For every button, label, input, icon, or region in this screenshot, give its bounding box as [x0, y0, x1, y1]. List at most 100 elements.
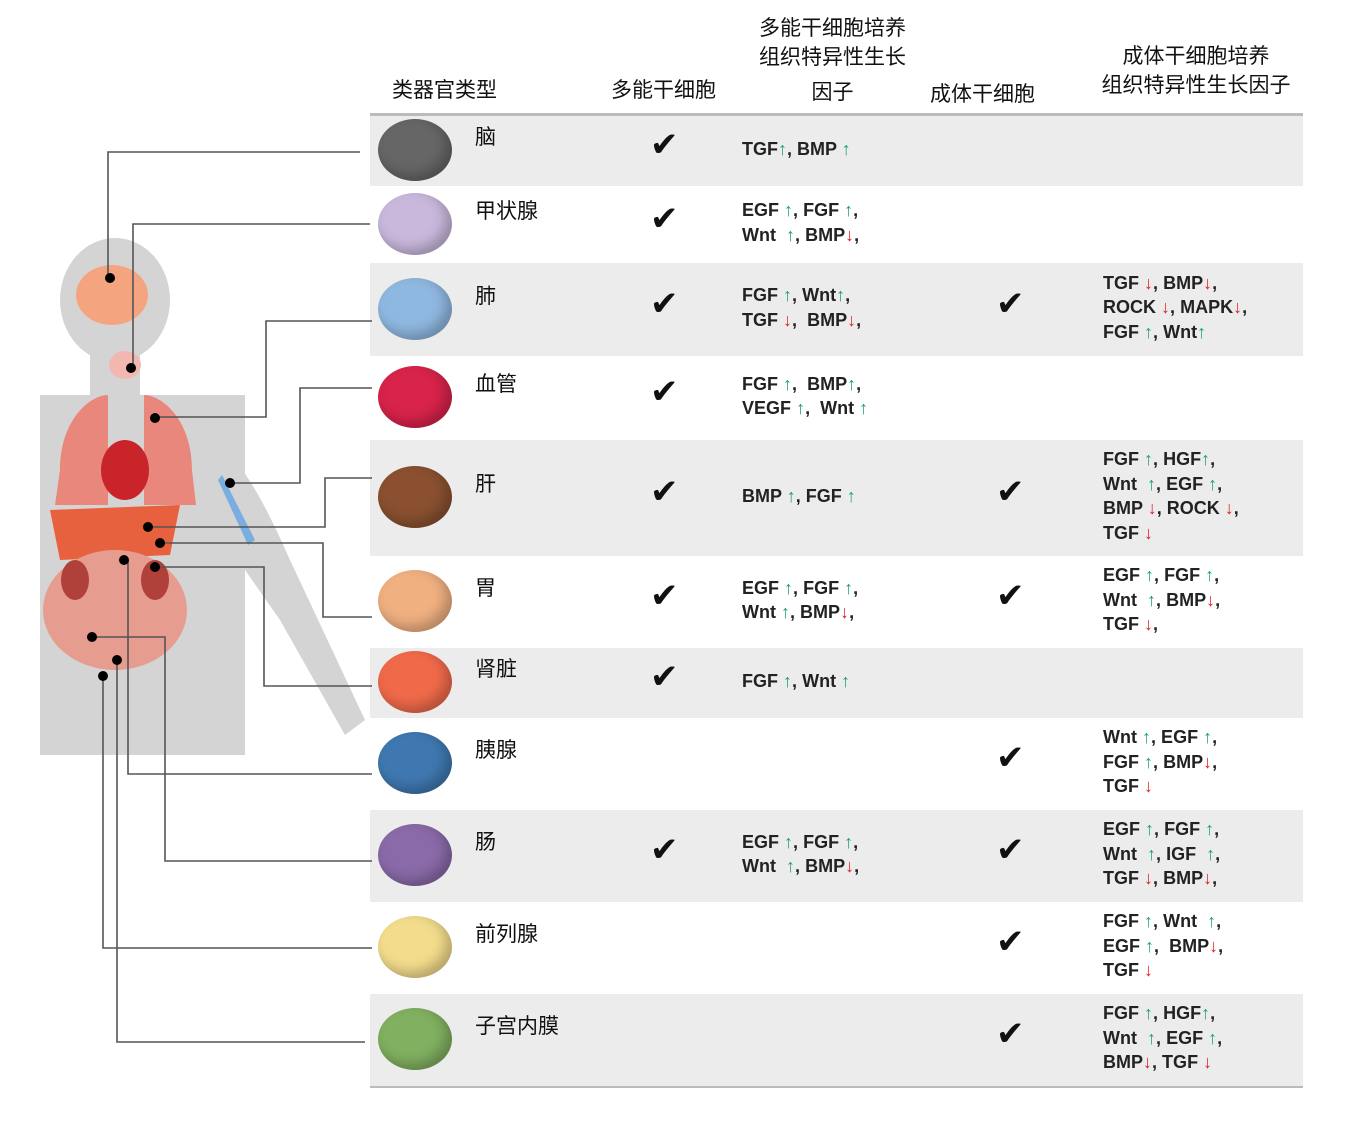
asc-check-icon: ✔	[996, 830, 1025, 870]
header-psc-factors: 多能干细胞培养 组织特异性生长 因子	[730, 14, 935, 107]
arrow-up-icon: ↑	[786, 856, 796, 876]
arrow-down-icon: ↓	[1233, 297, 1243, 318]
arrow-up-icon: ↑	[1206, 843, 1216, 864]
factor-line: FGF ↑, HGF↑,	[1103, 1003, 1216, 1024]
asc-check-icon: ✔	[996, 738, 1025, 778]
table-row: 肝 ✔ ✔ BMP ↑, FGF ↑ FGF ↑, HGF↑, Wnt ↑, EGF ↑,…	[370, 440, 1303, 556]
arrow-down-icon: ↓	[1203, 751, 1213, 772]
arrow-up-icon: ↑	[783, 670, 793, 691]
arrow-down-icon: ↓	[1144, 960, 1154, 981]
arrow-down-icon: ↓	[1147, 498, 1157, 518]
asc-check-icon: ✔	[996, 283, 1025, 324]
organoid-name: 血管	[475, 372, 517, 396]
factor-line: TGF ↓	[1103, 960, 1154, 981]
header-line: 组织特异性生长因子	[1101, 73, 1291, 97]
arrow-up-icon: ↑	[1144, 1003, 1154, 1024]
factor-line: TGF ↓,	[1103, 614, 1159, 635]
organoid-name: 肺	[475, 283, 496, 308]
factor-line: FGF ↑, Wnt↑,	[742, 285, 851, 305]
arrow-up-icon: ↑	[1142, 727, 1152, 748]
arrow-up-icon: ↑	[781, 602, 791, 622]
factor-line: EGF ↑, FGF ↑,	[742, 831, 859, 852]
arrow-down-icon: ↓	[1203, 868, 1213, 889]
brain-icon	[76, 265, 148, 325]
arrow-up-icon: ↑	[783, 373, 793, 394]
growth-factor-list: EGF ↑, FGF ↑, Wnt ↑, BMP↓, TGF ↓,	[1103, 563, 1220, 637]
liver-organoid-icon	[378, 466, 452, 528]
arrow-down-icon: ↓	[783, 309, 793, 330]
table-row: 子宫内膜 ✔ FGF ↑, HGF↑, Wnt ↑, EGF ↑, BMP↓, TGF …	[370, 994, 1303, 1086]
arrow-up-icon: ↑	[784, 200, 794, 220]
factor-line: Wnt ↑, EGF ↑,	[1103, 473, 1223, 494]
arrow-up-icon: ↑	[846, 485, 856, 506]
header-psc: 多能干细胞	[611, 78, 716, 102]
arrow-down-icon: ↓	[1161, 297, 1171, 318]
header-line: 组织特异性生长	[759, 45, 906, 69]
factor-line: Wnt ↑, BMP↓,	[742, 602, 855, 622]
header-line: 因子	[811, 80, 854, 104]
arrow-up-icon: ↑	[1144, 449, 1154, 469]
factor-line: TGF ↓	[1103, 522, 1154, 543]
factor-line: Wnt ↑, EGF ↑,	[1103, 727, 1218, 748]
factor-line: FGF ↑, HGF↑,	[1103, 449, 1216, 469]
factor-line: EGF ↑, FGF ↑,	[742, 200, 859, 220]
arrow-up-icon: ↑	[778, 138, 788, 159]
organoid-name: 甲状腺	[475, 198, 538, 223]
arrow-up-icon: ↑	[841, 138, 851, 159]
arrow-up-icon: ↑	[786, 485, 796, 506]
factor-line: VEGF ↑, Wnt ↑	[742, 398, 869, 418]
factor-line: BMP↓, TGF ↓	[1103, 1052, 1213, 1073]
growth-factor-list: EGF ↑, FGF ↑, Wnt ↑, BMP↓,	[742, 830, 859, 879]
thyroid-icon	[109, 351, 141, 379]
table-row: 前列腺 ✔ FGF ↑, Wnt ↑, EGF ↑, BMP↓, TGF ↓	[370, 902, 1303, 994]
arrow-up-icon: ↑	[1147, 1027, 1157, 1048]
asc-check-icon: ✔	[996, 472, 1025, 512]
factor-line: TGF ↓, BMP↓,	[1103, 868, 1218, 889]
psc-check-icon: ✔	[650, 198, 679, 239]
organ-dots	[87, 273, 235, 681]
brain-organoid-icon	[378, 119, 452, 181]
organoid-name: 肾脏	[475, 657, 517, 681]
table-row: 胰腺 ✔ Wnt ↑, EGF ↑, FGF ↑, BMP↓, TGF ↓	[370, 718, 1303, 810]
arrow-up-icon: ↑	[783, 285, 793, 305]
header-line: 成体干细胞培养	[1122, 44, 1270, 68]
connector-lines	[92, 151, 372, 1043]
factor-line: Wnt ↑, EGF ↑,	[1103, 1027, 1223, 1048]
arrow-up-icon: ↑	[784, 577, 794, 598]
factor-line: FGF ↑, BMP↑,	[742, 373, 862, 394]
factor-line: FGF ↑, BMP↓,	[1103, 751, 1218, 772]
arrow-down-icon: ↓	[1144, 614, 1154, 635]
asc-check-icon: ✔	[996, 1014, 1025, 1054]
stomach-organoid-icon	[378, 570, 452, 632]
growth-factor-list: BMP ↑, FGF ↑	[742, 484, 856, 509]
arrow-up-icon: ↑	[1207, 911, 1217, 932]
arrow-up-icon: ↑	[1145, 819, 1155, 840]
arrow-up-icon: ↑	[1203, 727, 1213, 748]
arrow-up-icon: ↑	[859, 398, 869, 418]
arrow-up-icon: ↑	[1205, 565, 1215, 586]
arrow-down-icon: ↓	[845, 856, 855, 876]
arrow-down-icon: ↓	[845, 224, 855, 245]
table-row: 甲状腺 ✔ EGF ↑, FGF ↑, Wnt ↑, BMP↓,	[370, 186, 1303, 263]
arrow-up-icon: ↑	[796, 398, 806, 418]
pancreas-organoid-icon	[378, 732, 452, 794]
factor-line: EGF ↑, FGF ↑,	[742, 577, 859, 598]
table-row: 脑 ✔ TGF↑, BMP ↑	[370, 116, 1303, 186]
bottom-divider	[370, 1085, 1303, 1088]
psc-check-icon: ✔	[650, 576, 679, 616]
intestine-organoid-icon	[378, 824, 452, 886]
arrow-down-icon: ↓	[1144, 868, 1154, 889]
arrow-up-icon: ↑	[786, 224, 796, 245]
factor-line: Wnt ↑, BMP↓,	[742, 856, 860, 876]
psc-check-icon: ✔	[650, 125, 679, 165]
arrow-up-icon: ↑	[1145, 935, 1155, 956]
organoid-name: 脑	[475, 125, 496, 149]
arrow-up-icon: ↑	[1144, 911, 1154, 932]
table-row: 血管 ✔ FGF ↑, BMP↑, VEGF ↑, Wnt ↑	[370, 356, 1303, 440]
liver-icon	[50, 505, 180, 560]
factor-line: FGF ↑, Wnt ↑,	[1103, 911, 1222, 932]
header-organoid-type: 类器官类型	[392, 78, 497, 102]
left-lung-icon	[55, 395, 108, 505]
arrow-up-icon: ↑	[847, 373, 857, 394]
